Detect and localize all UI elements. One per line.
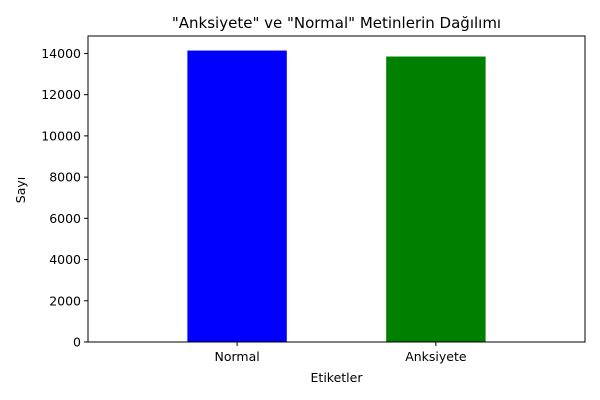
y-tick-label: 2000 bbox=[49, 293, 81, 308]
axes-frame bbox=[87, 35, 586, 343]
x-tick-label: Anksiyete bbox=[405, 349, 467, 364]
x-axis-label: Etiketler bbox=[311, 370, 364, 385]
y-axis-label: Sayı bbox=[13, 177, 28, 203]
y-axis-ticks: 0 2000 4000 6000 8000 10000 12000 14000 bbox=[41, 46, 88, 350]
y-tick-label: 4000 bbox=[49, 252, 81, 267]
y-tick-label: 0 bbox=[73, 335, 81, 350]
plot-frame bbox=[87, 35, 586, 343]
y-tick-label: 10000 bbox=[41, 128, 81, 143]
bars-layer bbox=[187, 50, 486, 343]
y-tick-label: 8000 bbox=[49, 170, 81, 185]
y-tick-label: 6000 bbox=[49, 211, 81, 226]
chart-title: "Anksiyete" ve "Normal" Metinlerin Dağıl… bbox=[172, 14, 501, 32]
bar-normal bbox=[187, 50, 287, 343]
x-axis-ticks: Normal Anksiyete bbox=[214, 342, 467, 364]
y-tick-label: 14000 bbox=[41, 46, 81, 61]
x-tick-label: Normal bbox=[214, 349, 259, 364]
y-tick-label: 12000 bbox=[41, 87, 81, 102]
bar-anksiyete bbox=[386, 56, 486, 342]
